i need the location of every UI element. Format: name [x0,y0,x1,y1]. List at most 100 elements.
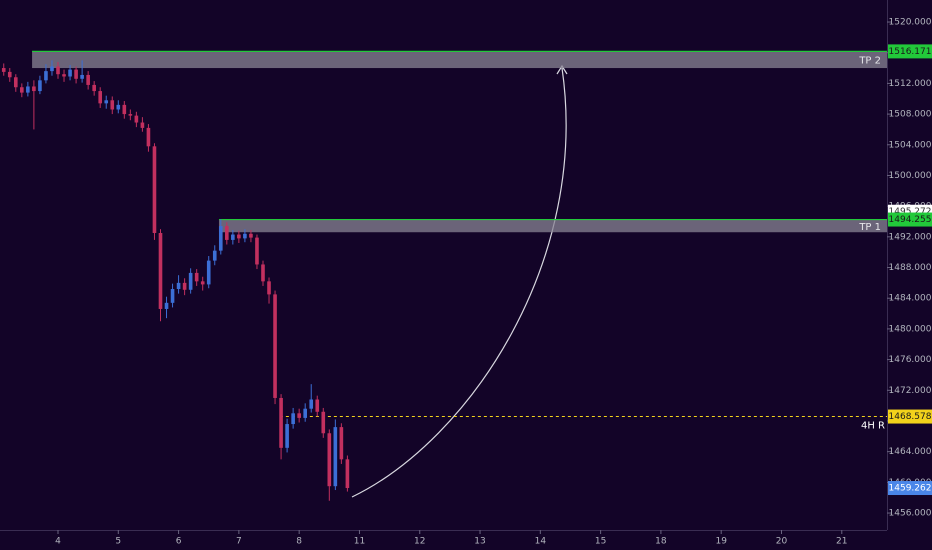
x-tick-label: 12 [414,537,425,547]
candle-body [152,146,157,234]
candle-body [267,281,271,295]
x-tick-label: 8 [296,537,302,547]
x-tick-label: 7 [236,537,242,547]
x-tick-label: 18 [655,537,667,547]
candle-body [309,399,314,409]
candle-body [291,413,295,425]
candle-body [80,74,84,79]
target-zone [218,219,887,233]
candle-body [13,77,18,88]
zone-label: TP 1 [858,222,881,233]
last-price-label: 1459.262 [889,484,932,494]
candle-body [134,115,139,123]
candle-body [255,237,259,265]
candle-body [273,294,277,398]
candle-body [38,80,42,92]
candle-body [200,281,205,285]
candle-body [158,233,163,309]
candle-body [339,427,344,460]
candle-body [74,69,78,79]
candle-body [128,114,133,116]
x-tick-label: 13 [474,537,485,547]
candle-body [116,104,121,110]
candle-body [225,226,229,240]
projection-arrow [351,67,567,498]
y-tick-label: 1500.000 [889,171,932,181]
x-tick-label: 4 [55,537,61,547]
target-zone [32,51,887,69]
candle-body [92,84,96,92]
y-tick-label: 1472.000 [889,386,932,396]
candle-body [68,69,72,77]
zone-price-label-box [888,44,932,59]
y-tick-label: 1520.000 [889,18,932,28]
candle-body [122,104,127,115]
y-tick-label: 1476.000 [889,355,932,365]
y-tick-label: 1492.000 [889,232,932,242]
y-tick-label: 1504.000 [889,140,932,150]
candle-body [164,302,169,309]
candle-body [98,91,103,104]
candle-body [237,234,241,239]
candle-body [303,408,308,418]
x-tick-label: 15 [595,537,606,547]
marker-price-label: 1495.272 [889,207,932,217]
candle-body [7,71,12,78]
candle-body [261,264,265,282]
candle-body [327,433,332,487]
candle-body [206,260,211,285]
y-tick-label: 1484.000 [889,294,932,304]
candle-body [62,74,66,77]
candle-body [297,413,301,418]
x-tick-label: 21 [836,537,847,547]
candle-body [140,122,145,128]
candle-body [86,74,90,85]
y-tick-label: 1512.000 [889,79,932,89]
candle-body [1,68,6,72]
candle-body [146,127,151,147]
resistance-label: 4H R [861,421,885,432]
candle-body [170,289,175,303]
zone-label: TP 2 [858,56,881,67]
candle-body [243,233,247,239]
zone-price-label: 1494.255 [889,215,932,225]
candle-body [44,71,48,81]
candle-body [176,282,181,290]
x-tick-label: 14 [535,537,547,547]
candle-body [333,427,338,487]
candle-body [32,86,36,92]
candle-body [104,100,109,104]
candle-body [188,272,193,290]
zone-price-label-box [888,212,932,227]
candle-body [182,282,187,290]
candle-body [56,66,60,75]
candle-body [249,233,253,238]
candle-body [231,234,235,240]
candle-body [20,87,24,93]
x-tick-label: 6 [176,537,182,547]
candle-body [315,399,320,412]
y-tick-label: 1456.000 [889,509,932,519]
candle-body [110,100,115,110]
candle-body [285,424,289,448]
candle-body [194,272,199,282]
zone-price-label: 1516.171 [889,47,932,57]
resistance-price-label: 1468.578 [889,412,932,422]
candle-body [279,397,283,448]
candle-body [345,459,350,489]
last-price-label-box [888,481,932,496]
candle-body [50,66,54,72]
y-tick-label: 1480.000 [889,324,932,334]
y-tick-label: 1464.000 [889,447,932,457]
resistance-price-label-box [888,409,932,424]
candle-body [218,226,223,251]
x-tick-label: 11 [354,537,365,547]
y-tick-label: 1508.000 [889,110,932,120]
candle-body [321,411,326,434]
x-tick-label: 19 [715,537,727,547]
candle-body [26,86,30,93]
x-tick-label: 20 [776,537,788,547]
x-tick-label: 5 [115,537,121,547]
